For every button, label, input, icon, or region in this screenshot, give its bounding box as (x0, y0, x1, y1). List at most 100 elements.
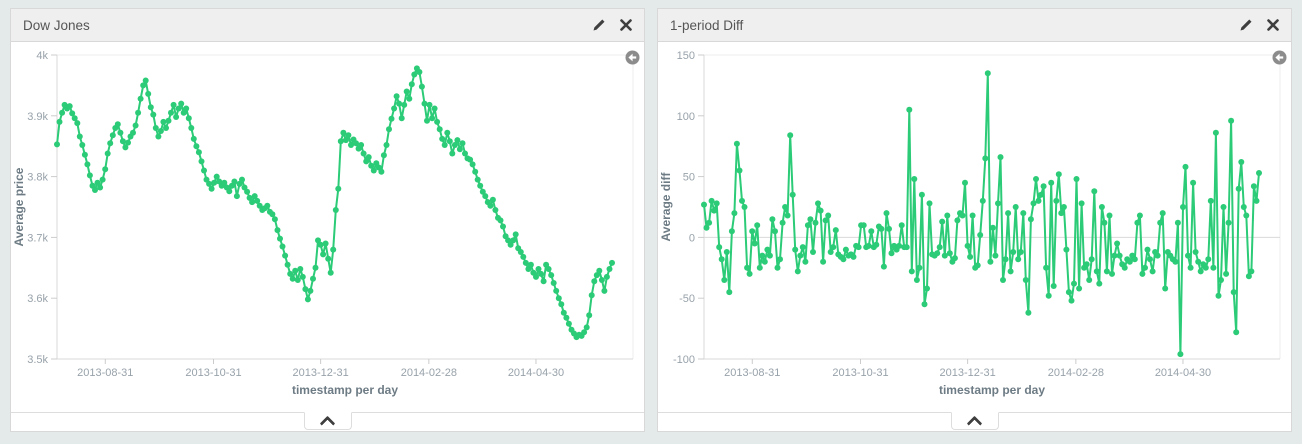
data-point[interactable] (977, 232, 984, 239)
data-point[interactable] (1109, 271, 1115, 278)
data-point[interactable] (1020, 210, 1027, 217)
data-point[interactable] (860, 222, 867, 229)
data-point[interactable] (1055, 171, 1062, 178)
data-point[interactable] (221, 180, 228, 187)
data-point[interactable] (251, 193, 258, 200)
data-point[interactable] (358, 142, 365, 149)
data-point[interactable] (517, 249, 524, 256)
data-point[interactable] (472, 169, 479, 176)
data-point[interactable] (441, 142, 448, 149)
data-point[interactable] (492, 207, 499, 214)
edit-panel-button[interactable] (592, 17, 606, 33)
data-point[interactable] (294, 277, 301, 284)
data-point[interactable] (462, 150, 468, 157)
data-point[interactable] (165, 118, 172, 125)
data-point[interactable] (989, 225, 996, 232)
close-panel-button[interactable] (1267, 17, 1279, 33)
data-point[interactable] (939, 218, 946, 225)
data-point[interactable] (370, 167, 377, 174)
data-point[interactable] (591, 278, 598, 285)
data-point[interactable] (1063, 246, 1070, 253)
data-point[interactable] (1078, 200, 1085, 207)
data-point[interactable] (368, 163, 375, 170)
data-point[interactable] (749, 228, 756, 235)
data-point[interactable] (436, 126, 443, 133)
data-point[interactable] (1245, 273, 1252, 280)
data-point[interactable] (810, 249, 816, 256)
data-point[interactable] (982, 155, 989, 162)
data-point[interactable] (527, 262, 534, 269)
data-point[interactable] (206, 181, 213, 188)
data-point[interactable] (868, 228, 875, 235)
data-point[interactable] (337, 138, 344, 145)
data-point[interactable] (533, 274, 539, 281)
data-point[interactable] (1230, 289, 1237, 296)
data-point[interactable] (609, 260, 615, 267)
data-point[interactable] (163, 125, 169, 132)
data-point[interactable] (1025, 310, 1032, 317)
data-point[interactable] (1050, 283, 1057, 290)
data-point[interactable] (431, 105, 438, 112)
data-point[interactable] (1098, 204, 1105, 211)
data-point[interactable] (233, 193, 240, 200)
data-point[interactable] (906, 107, 913, 114)
data-point[interactable] (951, 255, 958, 262)
data-point[interactable] (1195, 259, 1202, 266)
data-point[interactable] (553, 288, 560, 295)
data-point[interactable] (160, 119, 167, 126)
data-point[interactable] (449, 150, 456, 157)
data-point[interactable] (383, 142, 390, 149)
data-point[interactable] (398, 115, 405, 122)
data-point[interactable] (558, 301, 565, 308)
data-point[interactable] (723, 249, 730, 256)
data-point[interactable] (477, 183, 484, 190)
data-point[interactable] (69, 110, 76, 117)
data-point[interactable] (794, 268, 801, 275)
data-point[interactable] (535, 266, 542, 273)
data-point[interactable] (510, 237, 517, 244)
data-point[interactable] (1076, 285, 1083, 292)
data-point[interactable] (588, 292, 595, 299)
collapse-panel-button[interactable] (303, 412, 352, 432)
data-point[interactable] (469, 161, 476, 168)
data-point[interactable] (706, 220, 713, 227)
data-point[interactable] (1121, 265, 1128, 272)
data-point[interactable] (713, 200, 720, 207)
data-point[interactable] (807, 216, 814, 223)
data-point[interactable] (873, 242, 880, 249)
data-point[interactable] (1005, 210, 1012, 217)
data-point[interactable] (282, 252, 289, 259)
data-point[interactable] (145, 91, 152, 98)
data-point[interactable] (1030, 200, 1037, 207)
data-point[interactable] (264, 203, 271, 210)
data-point[interactable] (279, 243, 286, 250)
data-point[interactable] (360, 150, 367, 157)
data-point[interactable] (1007, 268, 1014, 275)
data-point[interactable] (606, 266, 613, 273)
data-point[interactable] (411, 71, 418, 78)
data-point[interactable] (304, 296, 311, 303)
data-point[interactable] (386, 126, 392, 133)
data-point[interactable] (946, 250, 953, 257)
data-point[interactable] (1010, 249, 1017, 256)
data-point[interactable] (198, 158, 205, 165)
data-point[interactable] (601, 288, 608, 295)
data-point[interactable] (817, 207, 824, 214)
data-point[interactable] (766, 252, 773, 259)
data-point[interactable] (175, 105, 182, 112)
data-point[interactable] (1182, 164, 1189, 171)
data-point[interactable] (454, 137, 461, 144)
data-point[interactable] (322, 240, 329, 247)
data-point[interactable] (310, 276, 316, 283)
data-point[interactable] (239, 176, 245, 183)
data-point[interactable] (703, 225, 710, 232)
data-point[interactable] (1228, 118, 1235, 125)
data-point[interactable] (195, 149, 202, 156)
data-point[interactable] (406, 96, 413, 103)
data-point[interactable] (1033, 176, 1039, 183)
data-point[interactable] (1256, 170, 1262, 177)
data-point[interactable] (1088, 256, 1095, 263)
data-point[interactable] (997, 154, 1004, 161)
data-point[interactable] (726, 289, 733, 296)
data-point[interactable] (731, 210, 738, 217)
